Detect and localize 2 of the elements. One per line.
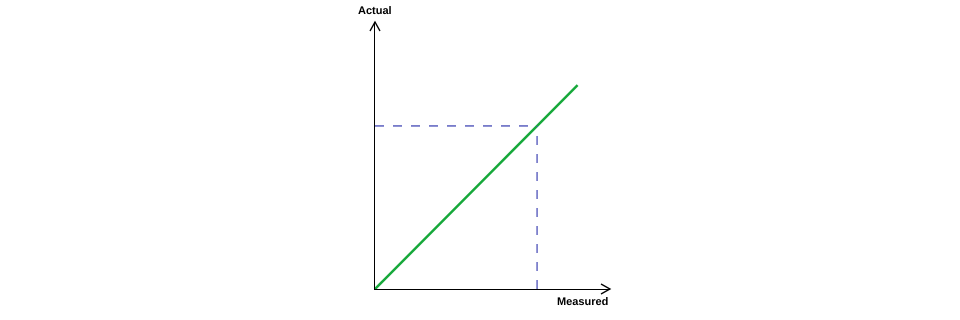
x-axis-title: Measured bbox=[557, 296, 608, 308]
text: Actual bbox=[358, 5, 392, 17]
